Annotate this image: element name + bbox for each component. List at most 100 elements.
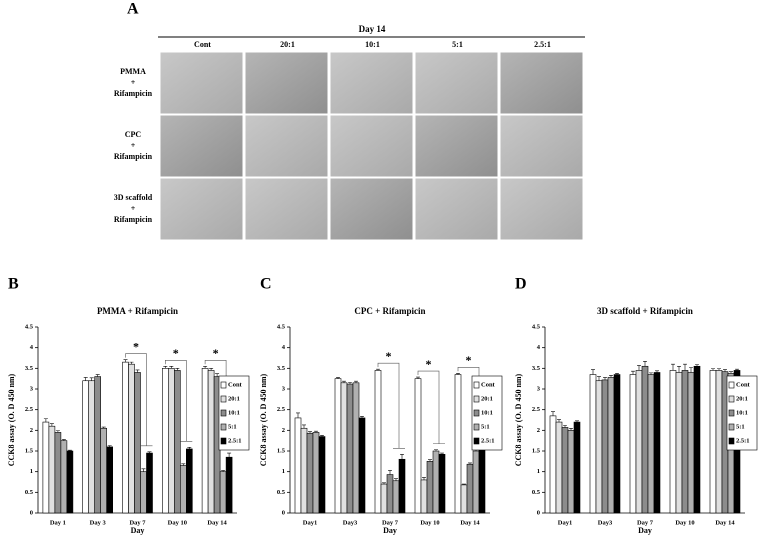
micrograph [499, 114, 584, 178]
x-axis-label: Day [131, 526, 145, 535]
error-bar [683, 363, 687, 371]
y-tick-label: 2 [30, 427, 33, 434]
row-label: PMMA [120, 67, 146, 76]
legend-swatch [220, 395, 227, 403]
legend-swatch [728, 395, 735, 403]
error-bar [462, 483, 466, 485]
bar [601, 379, 609, 514]
bar [629, 374, 637, 514]
bar [573, 421, 581, 514]
y-tick-label: 1.5 [277, 447, 286, 454]
bar [88, 380, 95, 514]
error-bar [175, 368, 180, 371]
micrograph [244, 177, 329, 241]
column-label: 20:1 [280, 40, 295, 49]
error-bar [575, 420, 579, 423]
error-bar [83, 377, 88, 381]
bar [555, 421, 563, 514]
error-bar [655, 370, 659, 373]
bar [106, 446, 113, 514]
row-label: Rifampicin [114, 152, 153, 161]
y-tick-label: 3 [30, 385, 34, 392]
error-bar [308, 431, 312, 434]
y-tick-label: 2.5 [25, 406, 34, 413]
legend-label: 2.5:1 [481, 437, 495, 444]
bar [420, 479, 428, 514]
column-label: 5:1 [452, 40, 463, 49]
legend-label: Cont [736, 381, 751, 388]
y-axis-label: CCK8 assay (O. D 450 nm) [514, 373, 523, 466]
bar [180, 465, 187, 514]
significance-mark: * [386, 349, 392, 363]
error-bar [376, 368, 380, 371]
bar [48, 425, 56, 514]
error-bar [141, 468, 146, 472]
bar [472, 450, 480, 514]
legend-swatch [220, 409, 227, 417]
x-tick-label: Day 7 [637, 519, 654, 526]
y-tick-label: 3.5 [532, 365, 541, 372]
error-bar [563, 425, 567, 428]
bar [306, 432, 314, 514]
bar [207, 370, 215, 514]
error-bar [695, 364, 699, 367]
error-bar [569, 427, 573, 431]
error-bar [336, 377, 340, 379]
x-tick-label: Day 7 [382, 519, 399, 526]
bar [225, 456, 233, 514]
significance-mark: * [133, 339, 139, 353]
bar [66, 450, 74, 514]
bar [414, 378, 422, 514]
x-tick-label: Day 1 [50, 519, 66, 526]
significance-mark: * [426, 357, 432, 371]
y-tick-label: 4 [30, 344, 34, 351]
bar [635, 370, 643, 514]
error-bar [603, 377, 607, 380]
chart-title: PMMA + Rifampicin [97, 306, 178, 316]
error-bar [348, 382, 352, 385]
x-axis-label: Day [638, 526, 652, 535]
error-bar [729, 371, 733, 374]
legend-label: 2.5:1 [736, 437, 750, 444]
significance-bracket [165, 359, 193, 442]
bar [352, 382, 360, 514]
error-bar [394, 478, 398, 481]
error-bar [354, 380, 358, 383]
micrograph [499, 177, 584, 241]
y-tick-label: 4.5 [25, 323, 34, 330]
x-tick-label: Day1 [303, 519, 317, 526]
error-bar [717, 368, 721, 371]
legend-swatch [220, 437, 227, 445]
x-tick-label: Day1 [558, 519, 572, 526]
y-tick-label: 2.5 [532, 406, 541, 413]
bar [595, 380, 603, 514]
bar [432, 450, 440, 514]
panel-label: B [8, 276, 19, 293]
legend-label: 10:1 [228, 409, 240, 416]
y-tick-label: 2 [537, 427, 540, 434]
bar [60, 440, 68, 514]
error-bar [43, 418, 48, 423]
micrograph [159, 51, 244, 115]
error-bar [689, 367, 693, 373]
column-label: 10:1 [365, 40, 380, 49]
error-bar [49, 423, 54, 427]
x-tick-label: Day3 [343, 519, 358, 526]
y-tick-label: 4.5 [277, 323, 286, 330]
error-bar [456, 372, 460, 375]
x-tick-label: Day3 [598, 519, 613, 526]
bar [398, 458, 406, 514]
column-label: 2.5:1 [534, 40, 551, 49]
error-bar [360, 415, 364, 418]
error-bar [55, 430, 60, 433]
row-label: + [131, 204, 136, 213]
bar [201, 368, 209, 514]
y-tick-label: 4.5 [532, 323, 541, 330]
bar [358, 417, 366, 514]
micrograph [414, 114, 499, 178]
row-label: + [131, 78, 136, 87]
bar [653, 372, 661, 514]
significance-bracket [125, 353, 153, 447]
bar [715, 370, 723, 514]
error-bar [221, 470, 226, 472]
